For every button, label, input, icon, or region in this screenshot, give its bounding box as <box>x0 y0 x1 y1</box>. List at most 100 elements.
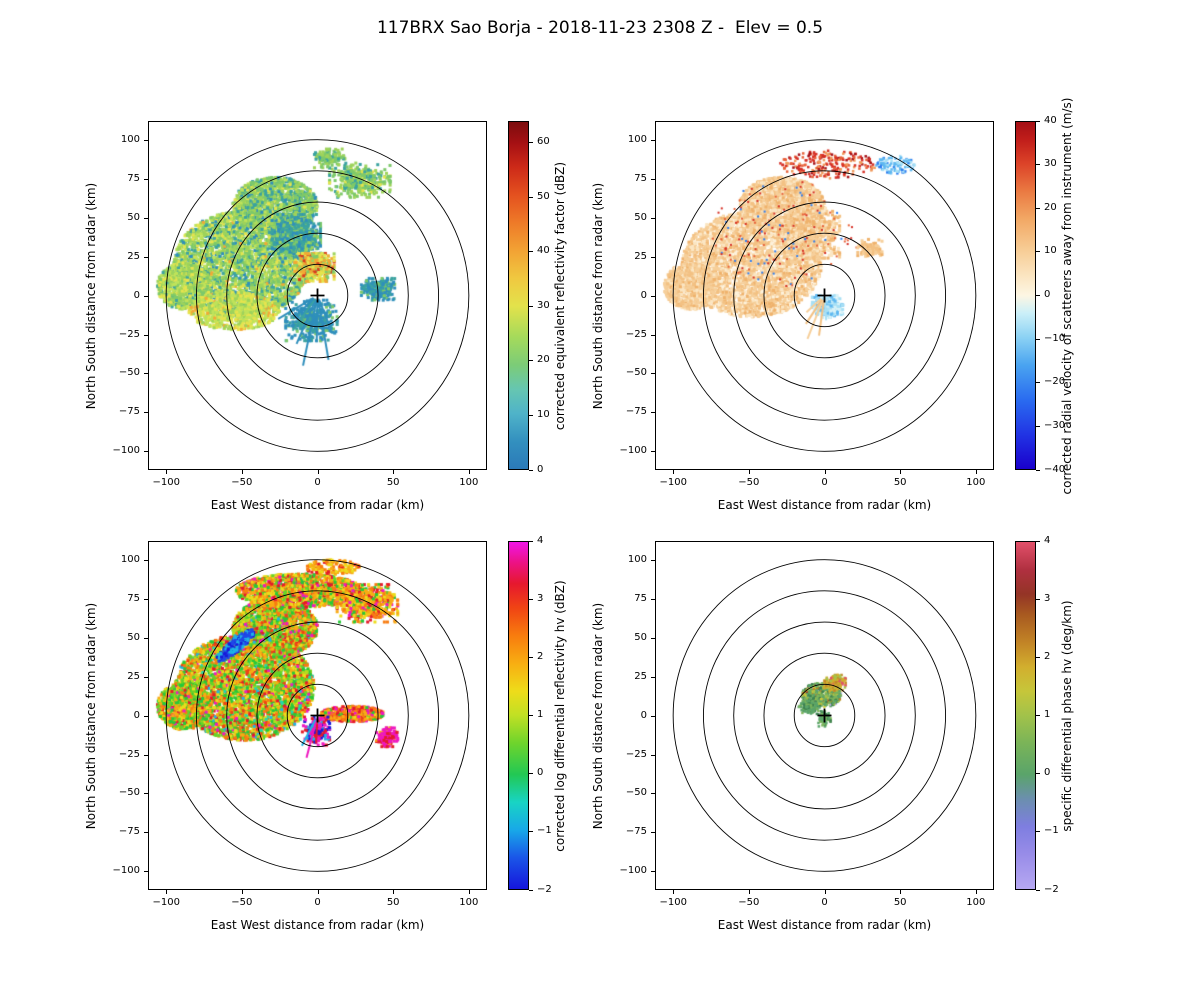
x-tick-label: −100 <box>659 897 687 908</box>
y-tick-label: −100 <box>619 865 647 877</box>
y-tick-label: −25 <box>625 328 647 340</box>
colorbar-tick-mark <box>1036 120 1040 122</box>
colorbar-tick-mark <box>1036 469 1040 471</box>
x-tick-mark <box>975 470 977 474</box>
colorbar-tick-label: −1 <box>537 825 552 837</box>
colorbar-tick-mark <box>1036 715 1040 716</box>
colorbar-tick-mark <box>1036 656 1040 658</box>
x-tick-label: −100 <box>152 897 180 908</box>
y-tick-label: 100 <box>627 553 647 565</box>
x-tick-label: −50 <box>738 897 760 908</box>
y-tick-mark <box>144 715 148 717</box>
colorbar-tick-mark <box>1036 425 1040 427</box>
y-tick-mark <box>651 295 655 297</box>
plot-area-specific-differential-phase <box>655 541 994 890</box>
colorbar-tick-mark <box>529 251 533 253</box>
y-tick-mark <box>144 676 148 678</box>
colorbar-tick-mark <box>529 142 533 144</box>
y-tick-mark <box>144 637 148 639</box>
y-tick-label: 25 <box>634 250 647 262</box>
x-tick-mark <box>975 890 977 894</box>
y-tick-label: 25 <box>634 670 647 682</box>
x-tick-label: 100 <box>459 897 479 908</box>
y-tick-label: 75 <box>127 172 140 184</box>
colorbar-label: specific differential phase hv (deg/km) <box>1060 599 1074 832</box>
colorbar-tick-mark <box>1036 773 1040 775</box>
y-tick-mark <box>651 256 655 258</box>
x-tick-label: 0 <box>314 897 321 908</box>
y-tick-mark <box>651 871 655 873</box>
y-tick-label: 50 <box>127 211 140 223</box>
y-tick-label: 50 <box>634 631 647 643</box>
x-tick-mark <box>900 890 902 894</box>
range-rings <box>165 139 470 452</box>
colorbar-tick-label: −10 <box>1044 332 1066 344</box>
range-rings <box>672 139 977 452</box>
colorbar-gradient <box>508 541 529 890</box>
colorbar-tick-mark <box>529 469 533 471</box>
colorbar-label: corrected log differential reflectivity … <box>553 579 567 852</box>
y-tick-mark <box>144 832 148 834</box>
colorbar-tick-label: 40 <box>1044 114 1057 126</box>
x-tick-label: −100 <box>659 477 687 488</box>
panel-specific-differential-phase: North South distance from radar (km) Eas… <box>591 535 1074 933</box>
x-axis-label: East West distance from radar (km) <box>210 498 425 512</box>
y-tick-label: 0 <box>640 709 647 721</box>
y-tick-mark <box>144 217 148 219</box>
x-tick-mark <box>241 890 243 894</box>
x-tick-mark <box>748 470 750 474</box>
y-tick-mark <box>144 256 148 258</box>
x-tick-mark <box>317 470 319 474</box>
x-tick-label: 100 <box>459 477 479 488</box>
y-tick-label: 75 <box>634 172 647 184</box>
colorbar-velocity: corrected radial velocity of scatterers … <box>1015 97 1074 494</box>
y-tick-label: 100 <box>120 553 140 565</box>
x-tick-label: 0 <box>314 477 321 488</box>
colorbar-tick-mark <box>1036 251 1040 253</box>
panel-velocity: North South distance from radar (km) Eas… <box>591 97 1074 512</box>
y-tick-label: −25 <box>118 748 140 760</box>
x-tick-mark <box>468 890 470 894</box>
colorbar-specific-differential-phase: specific differential phase hv (deg/km) … <box>1015 535 1074 895</box>
colorbar-tick-mark <box>1036 338 1040 340</box>
y-tick-mark <box>651 598 655 600</box>
plot-area-reflectivity <box>148 121 487 470</box>
y-tick-mark <box>651 412 655 414</box>
colorbar-gradient <box>1015 541 1036 890</box>
colorbar-tick-label: 20 <box>1044 201 1057 213</box>
x-tick-mark <box>393 470 395 474</box>
x-tick-label: 50 <box>386 897 400 908</box>
colorbar-tick-mark <box>529 598 533 600</box>
x-tick-mark <box>166 890 168 894</box>
x-tick-mark <box>673 470 675 474</box>
y-tick-label: 50 <box>634 211 647 223</box>
y-tick-label: −25 <box>625 748 647 760</box>
y-tick-label: −25 <box>118 328 140 340</box>
x-tick-mark <box>166 470 168 474</box>
colorbar-label: corrected equivalent reflectivity factor… <box>553 161 567 430</box>
colorbar-tick-label: 10 <box>537 409 550 420</box>
x-axis-label: East West distance from radar (km) <box>717 918 932 932</box>
colorbar-tick-label: −40 <box>1044 463 1066 475</box>
colorbar-tick-label: 0 <box>1044 289 1051 300</box>
y-tick-mark <box>651 637 655 639</box>
y-tick-mark <box>651 676 655 678</box>
colorbar-tick-mark <box>1036 889 1040 891</box>
y-tick-label: −100 <box>619 445 647 457</box>
y-tick-label: 25 <box>127 250 140 262</box>
colorbar-tick-label: −30 <box>1044 419 1066 431</box>
colorbar-tick-label: 3 <box>1044 592 1051 604</box>
x-tick-mark <box>900 470 902 474</box>
y-tick-mark <box>651 559 655 561</box>
colorbar-tick-mark <box>529 889 533 891</box>
colorbar-tick-mark <box>1036 164 1040 166</box>
y-tick-label: −100 <box>112 865 140 877</box>
y-tick-label: 25 <box>127 670 140 682</box>
colorbar-gradient <box>508 121 529 470</box>
y-tick-mark <box>651 139 655 141</box>
y-tick-label: −75 <box>118 826 140 838</box>
range-rings <box>165 559 470 872</box>
y-tick-mark <box>651 754 655 756</box>
colorbar-tick-mark <box>529 831 533 833</box>
